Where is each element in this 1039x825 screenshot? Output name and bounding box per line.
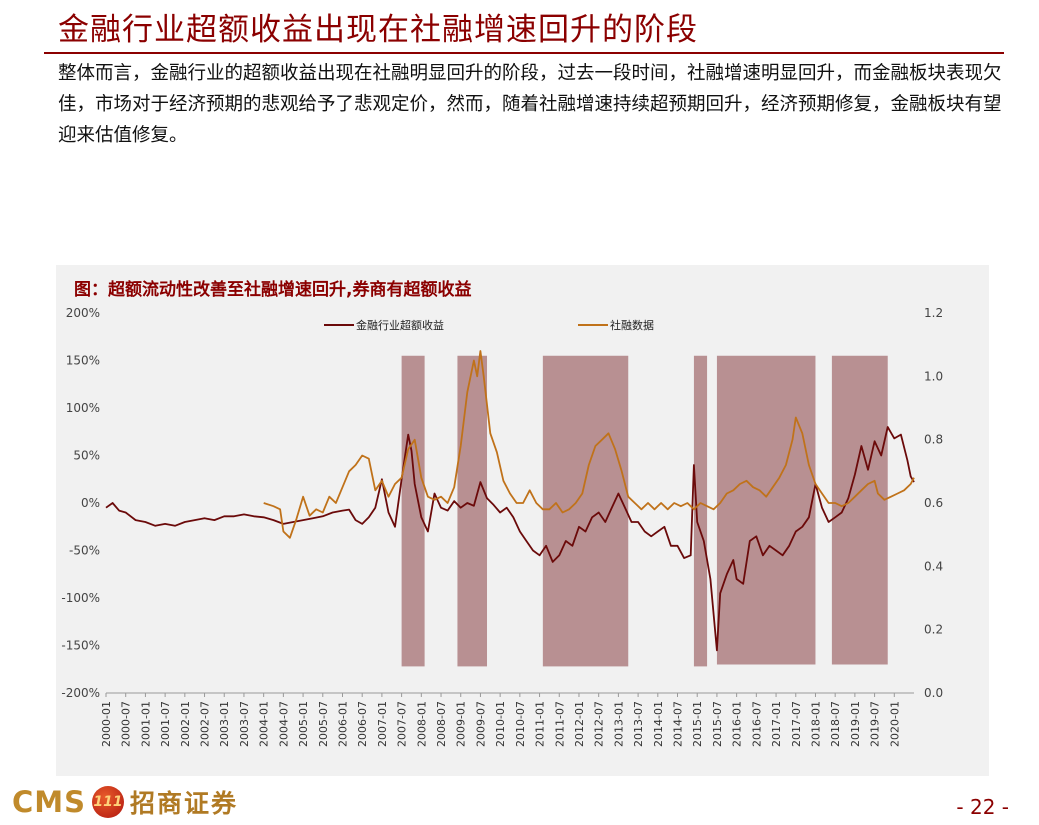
x-tick-label: 2013-01 <box>612 701 625 747</box>
x-tick-label: 2015-07 <box>711 701 724 747</box>
x-tick-label: 2006-01 <box>336 701 349 747</box>
x-tick-label: 2004-01 <box>258 701 271 747</box>
shaded-period-3 <box>542 355 629 667</box>
x-tick-label: 2002-07 <box>199 701 212 747</box>
x-tick-label: 2008-07 <box>435 701 448 747</box>
x-tick-label: 2014-01 <box>652 701 665 747</box>
y-right-tick-label: 0.2 <box>924 623 943 637</box>
x-tick-label: 2018-01 <box>809 701 822 747</box>
y-left-tick-label: -200% <box>61 686 100 700</box>
x-tick-label: 2011-01 <box>534 701 547 747</box>
x-tick-label: 2001-07 <box>159 701 172 747</box>
x-tick-label: 2007-07 <box>396 701 409 747</box>
x-tick-label: 2008-01 <box>415 701 428 747</box>
slide-title: 金融行业超额收益出现在社融增速回升的阶段 <box>58 12 698 48</box>
y-right-tick-label: 0.4 <box>924 559 943 573</box>
shaded-period-4 <box>693 355 708 667</box>
title-divider <box>44 52 1004 54</box>
shaded-period-5 <box>716 355 816 665</box>
chart-panel: 图：超额流动性改善至社融增速回升,券商有超额收益 200% 150% 100% 50%… <box>56 265 989 776</box>
dual-axis-line-chart: 200% 150% 100% 50% 0% -50% -100% -150% -200% 1.2 1… <box>61 306 943 747</box>
x-tick-label: 2009-07 <box>474 701 487 747</box>
y-right-tick-label: 1.0 <box>924 369 943 383</box>
x-tick-label: 2004-07 <box>277 701 290 747</box>
cms-logo: CMS 111 招商证券 <box>12 782 238 822</box>
x-tick-label: 2000-07 <box>120 701 133 747</box>
x-tick-label: 2006-07 <box>356 701 369 747</box>
y-left-tick-label: 100% <box>66 401 100 415</box>
y-left-tick-label: -100% <box>61 591 100 605</box>
page-number: - 22 - <box>956 795 1009 819</box>
y-right-tick-label: 0.6 <box>924 496 943 510</box>
logo-text: CMS <box>12 785 87 819</box>
y-left-tick-label: 150% <box>66 354 100 368</box>
x-tick-label: 2019-01 <box>849 701 862 747</box>
series-line-1 <box>105 426 915 652</box>
x-tick-label: 2016-07 <box>750 701 763 747</box>
logo-company-name: 招商证券 <box>130 789 239 818</box>
x-tick-label: 2017-01 <box>770 701 783 747</box>
y-right-tick-label: 0.8 <box>924 433 943 447</box>
x-tick-label: 2012-01 <box>573 701 586 747</box>
x-tick-label: 2005-07 <box>317 701 330 747</box>
x-tick-label: 2009-01 <box>455 701 468 747</box>
x-tick-label: 2002-01 <box>179 701 192 747</box>
x-tick-label: 2003-07 <box>238 701 251 747</box>
summary-paragraph: 整体而言，金融行业的超额收益出现在社融明显回升的阶段，过去一段时间，社融增速明显… <box>58 63 1002 146</box>
x-tick-label: 2013-07 <box>632 701 645 747</box>
x-tick-label: 2014-07 <box>672 701 685 747</box>
x-tick-label: 2012-07 <box>593 701 606 747</box>
y-left-tick-label: 0% <box>81 496 100 510</box>
shaded-period-1 <box>401 355 425 667</box>
x-tick-label: 2018-07 <box>829 701 842 747</box>
y-right-tick-label: 1.2 <box>924 306 943 320</box>
x-tick-label: 2011-07 <box>553 701 566 747</box>
y-right-tick-label: 0.0 <box>924 686 943 700</box>
y-left-tick-label: 200% <box>66 306 100 320</box>
legend-label: 金融行业超额收益 <box>356 318 444 332</box>
x-tick-label: 2016-01 <box>731 701 744 747</box>
series-line-2 <box>263 350 915 539</box>
x-tick-label: 2010-01 <box>494 701 507 747</box>
x-tick-label: 2019-07 <box>869 701 882 747</box>
x-tick-label: 2010-07 <box>514 701 527 747</box>
chart-title: 图：超额流动性改善至社融增速回升,券商有超额收益 <box>74 280 472 300</box>
x-tick-label: 2007-01 <box>376 701 389 747</box>
x-tick-label: 2003-01 <box>218 701 231 747</box>
shaded-period-2 <box>457 355 488 667</box>
shaded-period-6 <box>831 355 888 665</box>
x-tick-label: 2001-01 <box>139 701 152 747</box>
x-tick-label: 2005-01 <box>297 701 310 747</box>
x-tick-label: 2017-07 <box>790 701 803 747</box>
x-tick-label: 2000-01 <box>100 701 113 747</box>
x-tick-label: 2020-01 <box>888 701 901 747</box>
legend-label: 社融数据 <box>610 318 654 332</box>
x-tick-label: 2015-01 <box>691 701 704 747</box>
y-left-tick-label: -150% <box>61 639 100 653</box>
y-left-tick-label: 50% <box>73 449 100 463</box>
logo-badge-icon: 111 <box>92 786 125 818</box>
y-left-tick-label: -50% <box>69 544 100 558</box>
